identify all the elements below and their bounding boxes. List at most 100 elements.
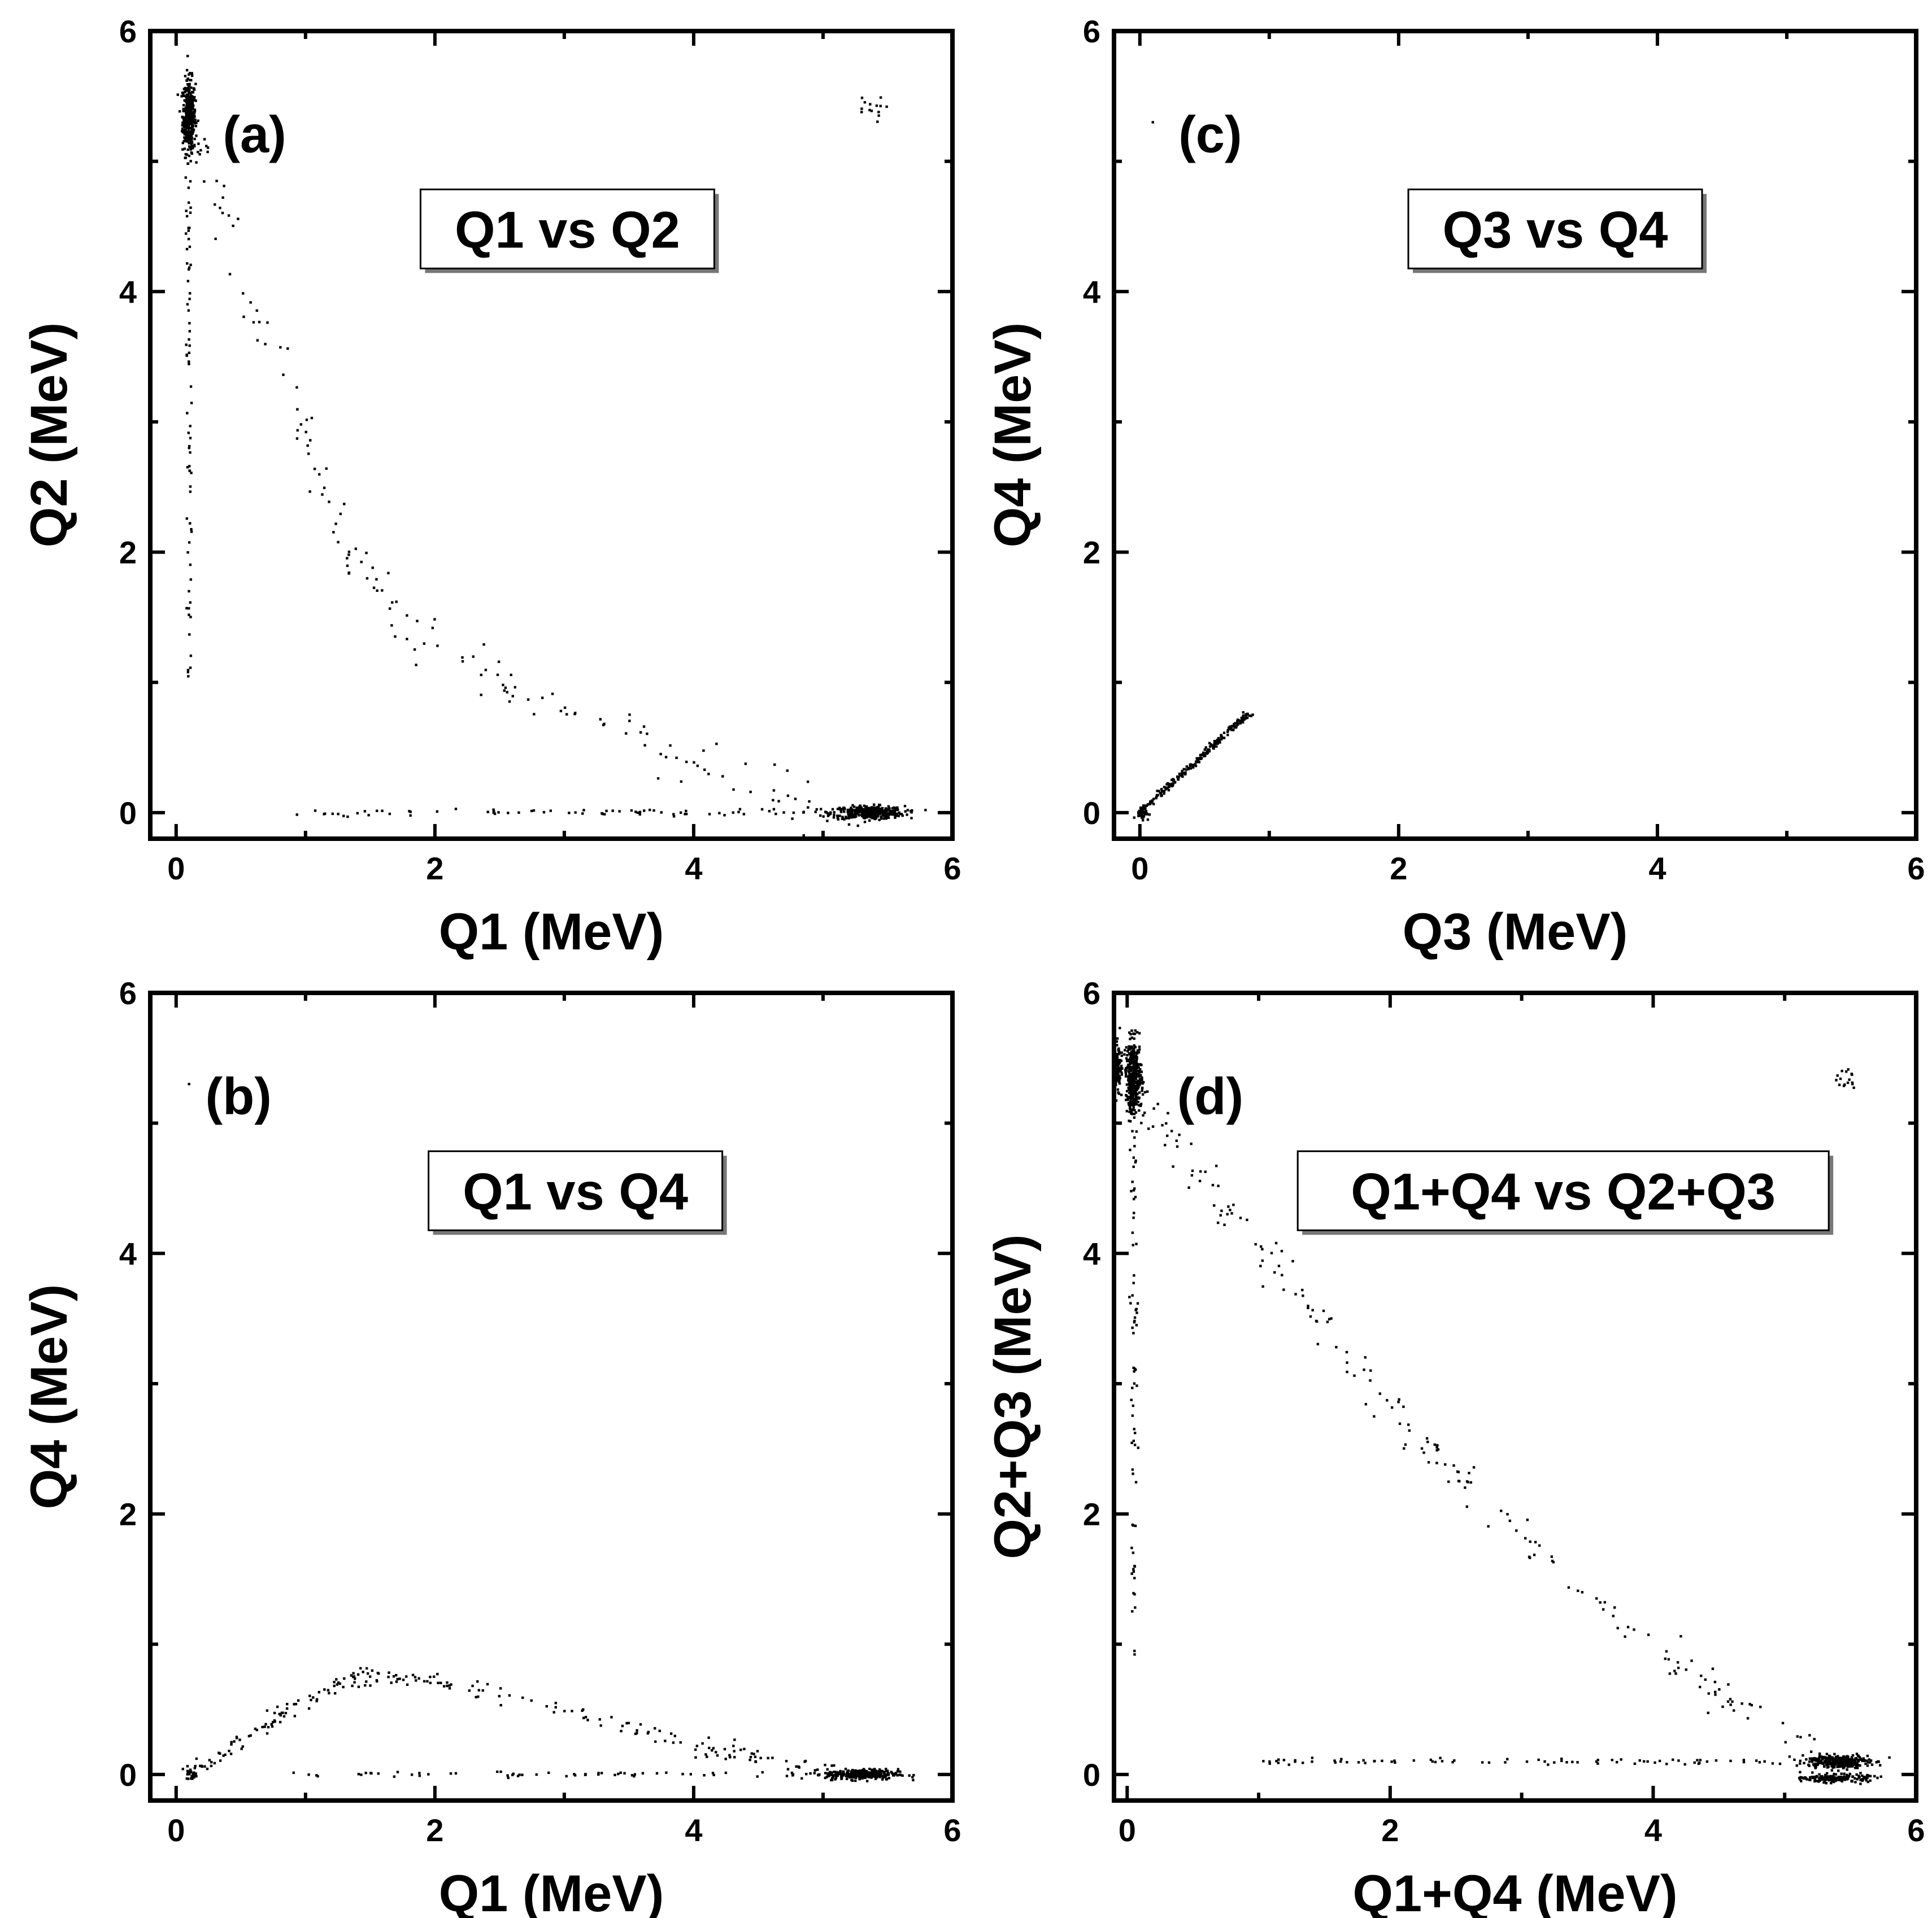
data-point: [1729, 1759, 1732, 1763]
data-point: [1134, 1159, 1137, 1162]
data-point: [819, 814, 822, 817]
data-point: [1146, 818, 1150, 821]
data-point: [1135, 1384, 1138, 1387]
data-point: [863, 1776, 866, 1779]
data-point: [1802, 1754, 1804, 1757]
data-point: [1830, 1757, 1833, 1760]
data-point: [375, 1679, 378, 1682]
data-point: [185, 140, 188, 143]
data-point: [1339, 1760, 1342, 1763]
data-point: [1130, 1029, 1133, 1032]
data-point: [843, 818, 846, 821]
data-point: [185, 95, 188, 99]
data-point: [294, 1702, 298, 1706]
data-point: [191, 1777, 194, 1780]
data-point: [876, 120, 879, 123]
data-point: [1129, 1081, 1132, 1084]
data-point: [1173, 781, 1176, 784]
data-point: [1812, 1758, 1815, 1761]
data-point: [870, 1776, 873, 1779]
data-point: [188, 1772, 191, 1776]
data-point: [1135, 1061, 1138, 1064]
data-point: [1129, 1056, 1132, 1060]
data-point: [899, 1773, 902, 1777]
data-point: [1839, 1762, 1842, 1765]
data-point: [188, 338, 190, 341]
data-point: [1133, 1037, 1135, 1040]
data-point: [1139, 1102, 1143, 1105]
data-point: [414, 1676, 417, 1679]
data-point: [350, 1674, 353, 1677]
data-point: [186, 280, 190, 282]
data-point: [706, 1755, 708, 1758]
data-point: [396, 1677, 399, 1681]
data-point: [471, 1684, 474, 1688]
data-point: [1877, 1760, 1879, 1763]
data-point: [1134, 1432, 1137, 1435]
data-point: [184, 232, 188, 235]
data-point: [1114, 1060, 1117, 1063]
data-point: [1533, 1553, 1536, 1557]
data-point: [188, 344, 191, 347]
data-point: [832, 816, 836, 819]
data-point: [1124, 1075, 1128, 1078]
data-point: [1217, 736, 1220, 740]
data-point: [684, 813, 686, 816]
data-point: [279, 1720, 282, 1724]
data-point: [521, 1696, 524, 1699]
data-point: [1132, 1049, 1135, 1052]
data-point: [733, 1756, 736, 1759]
data-point: [1842, 1759, 1845, 1762]
data-point: [1187, 1186, 1190, 1189]
data-point: [190, 72, 194, 75]
data-point: [1431, 1760, 1434, 1763]
data-point: [1187, 768, 1190, 770]
data-point: [1134, 1196, 1137, 1198]
data-point: [826, 812, 829, 815]
data-point: [1839, 1077, 1842, 1080]
data-point: [210, 1760, 213, 1764]
data-point: [878, 1773, 881, 1777]
data-point: [1277, 1265, 1281, 1267]
data-point: [1550, 1555, 1554, 1558]
data-point: [847, 817, 850, 819]
data-point: [1677, 1759, 1680, 1762]
data-point: [878, 808, 881, 812]
data-point: [193, 114, 196, 117]
data-point: [1165, 1122, 1168, 1125]
data-point: [449, 1772, 452, 1775]
panel-label: (c): [1178, 106, 1242, 164]
data-point: [187, 431, 190, 434]
data-point: [850, 1776, 853, 1778]
data-point: [749, 1755, 752, 1759]
data-point: [862, 1768, 865, 1771]
data-point: [188, 363, 190, 365]
data-point: [1131, 1076, 1134, 1080]
data-point: [597, 1772, 600, 1775]
data-point: [1138, 1071, 1141, 1074]
data-point: [826, 1768, 829, 1771]
data-point: [228, 273, 232, 276]
y-tick-label: 2: [119, 535, 137, 570]
data-point: [1120, 1073, 1123, 1076]
data-point: [284, 1711, 288, 1715]
data-point: [190, 122, 193, 125]
data-point: [1144, 804, 1147, 807]
data-point: [1130, 1398, 1133, 1401]
data-point: [189, 425, 192, 428]
data-point: [1394, 1761, 1396, 1764]
data-point: [1721, 1705, 1724, 1708]
data-point: [192, 124, 194, 128]
data-point: [618, 810, 621, 813]
data-point: [715, 1751, 717, 1754]
data-point: [431, 626, 434, 630]
data-point: [1137, 1081, 1140, 1084]
data-point: [484, 669, 488, 672]
x-tick-label: 6: [943, 851, 961, 886]
data-point: [1835, 1758, 1838, 1761]
data-point: [1811, 1771, 1814, 1774]
data-point: [1658, 1759, 1661, 1763]
data-point: [1220, 734, 1222, 736]
data-point: [1117, 1091, 1120, 1094]
data-point: [881, 807, 884, 810]
